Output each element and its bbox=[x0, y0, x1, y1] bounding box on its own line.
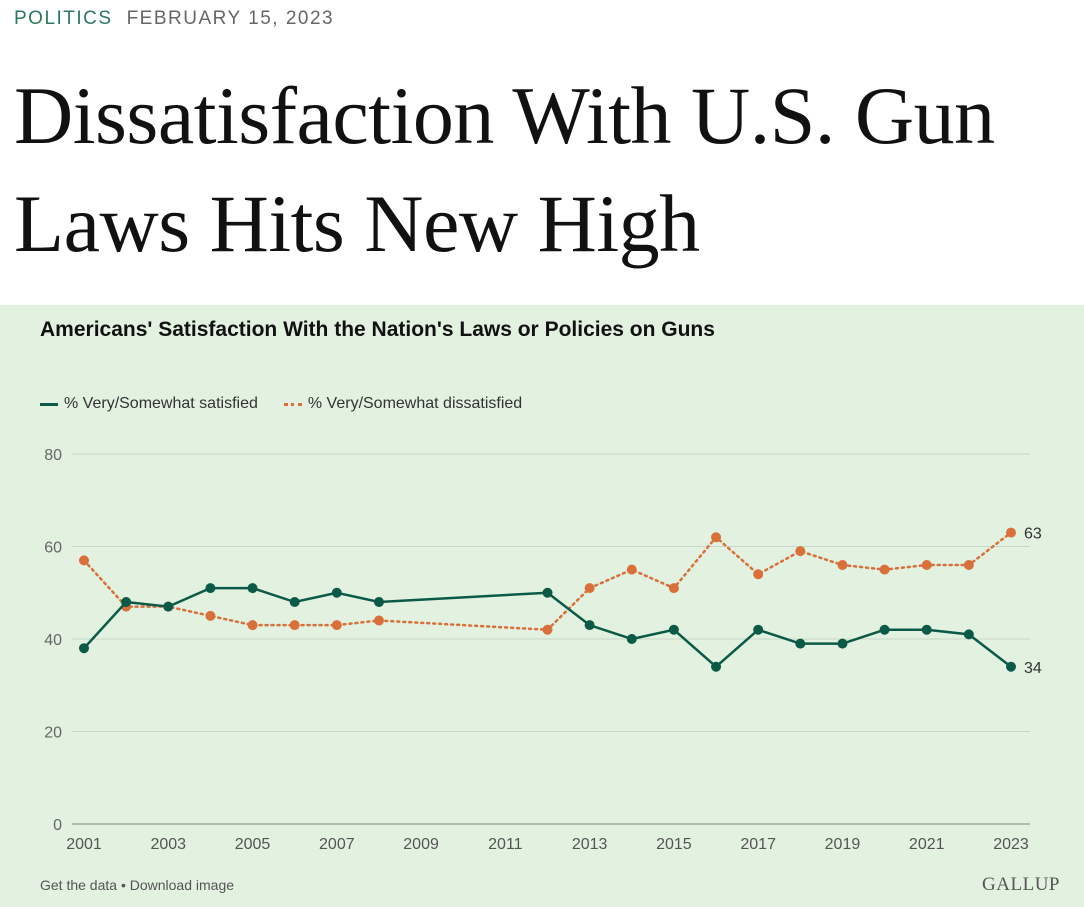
data-point bbox=[289, 597, 300, 607]
legend-label: % Very/Somewhat dissatisfied bbox=[307, 395, 523, 412]
x-tick-label: 2007 bbox=[319, 836, 355, 853]
x-tick-label: 2021 bbox=[909, 836, 945, 853]
end-data-label: 34 bbox=[1024, 660, 1042, 677]
section-link[interactable]: POLITICS bbox=[14, 8, 113, 29]
series-line-0 bbox=[83, 586, 1012, 669]
legend: % Very/Somewhat satisfied % Very/Somewha… bbox=[40, 395, 522, 413]
data-point bbox=[879, 624, 890, 635]
x-tick-label: 2015 bbox=[656, 836, 692, 853]
data-point bbox=[668, 624, 679, 635]
data-point bbox=[711, 661, 722, 672]
data-point bbox=[921, 560, 932, 570]
data-point bbox=[373, 597, 384, 607]
gallup-logo: GALLUP bbox=[982, 874, 1060, 895]
y-tick-label: 80 bbox=[44, 447, 62, 464]
data-point bbox=[1006, 527, 1016, 538]
data-point bbox=[373, 615, 384, 626]
data-point bbox=[542, 587, 553, 598]
data-point bbox=[584, 620, 595, 631]
data-point bbox=[668, 583, 679, 594]
data-point bbox=[247, 620, 258, 631]
data-point bbox=[331, 587, 342, 598]
x-tick-label: 2019 bbox=[825, 836, 861, 853]
publish-date: FEBRUARY 15, 2023 bbox=[126, 8, 335, 29]
data-point bbox=[79, 555, 89, 566]
x-tick-label: 2003 bbox=[150, 836, 186, 853]
data-point bbox=[795, 546, 806, 557]
data-point bbox=[795, 638, 806, 649]
data-point bbox=[753, 624, 764, 635]
chart-title: Americans' Satisfaction With the Nation'… bbox=[40, 318, 715, 341]
x-tick-label: 2023 bbox=[993, 836, 1029, 853]
data-point bbox=[711, 532, 722, 543]
data-point bbox=[921, 624, 932, 635]
y-tick-label: 60 bbox=[44, 540, 62, 557]
data-point bbox=[205, 610, 216, 621]
x-tick-label: 2017 bbox=[740, 836, 776, 853]
y-tick-label: 0 bbox=[53, 817, 62, 834]
data-point bbox=[626, 634, 637, 644]
data-point bbox=[121, 597, 132, 607]
x-tick-label: 2009 bbox=[403, 836, 439, 853]
data-point bbox=[79, 643, 89, 654]
headline: Dissatisfaction With U.S. Gun Laws Hits … bbox=[14, 70, 995, 269]
data-point bbox=[753, 569, 764, 580]
data-point bbox=[247, 583, 258, 594]
legend-satisfied: % Very/Somewhat satisfied bbox=[40, 395, 258, 413]
data-point bbox=[163, 601, 174, 612]
data-point bbox=[963, 629, 974, 640]
data-point bbox=[963, 560, 974, 570]
data-point bbox=[837, 560, 848, 570]
data-point bbox=[1006, 661, 1016, 672]
footer-links[interactable]: Get the data • Download image bbox=[40, 877, 235, 893]
data-point bbox=[205, 583, 216, 594]
data-point bbox=[542, 624, 553, 635]
legend-swatch-dotted bbox=[283, 402, 302, 406]
data-point bbox=[289, 620, 300, 631]
y-tick-label: 40 bbox=[44, 632, 62, 649]
series-line-1 bbox=[82, 531, 1013, 632]
data-point bbox=[584, 583, 595, 594]
x-tick-label: 2013 bbox=[572, 836, 608, 853]
data-point bbox=[331, 620, 342, 631]
x-tick-label: 2001 bbox=[66, 836, 102, 853]
data-point bbox=[879, 564, 890, 575]
legend-swatch-solid bbox=[40, 402, 58, 406]
legend-label: % Very/Somewhat satisfied bbox=[64, 395, 258, 412]
data-point bbox=[626, 564, 637, 575]
x-tick-label: 2011 bbox=[488, 836, 523, 853]
x-tick-label: 2005 bbox=[235, 836, 271, 853]
y-tick-label: 20 bbox=[44, 725, 62, 742]
end-data-label: 63 bbox=[1024, 526, 1042, 543]
article-kicker: POLITICS FEBRUARY 15, 2023 bbox=[14, 8, 334, 30]
legend-dissatisfied: % Very/Somewhat dissatisfied bbox=[283, 395, 523, 413]
chart-panel bbox=[0, 305, 1084, 907]
data-point bbox=[837, 638, 848, 649]
